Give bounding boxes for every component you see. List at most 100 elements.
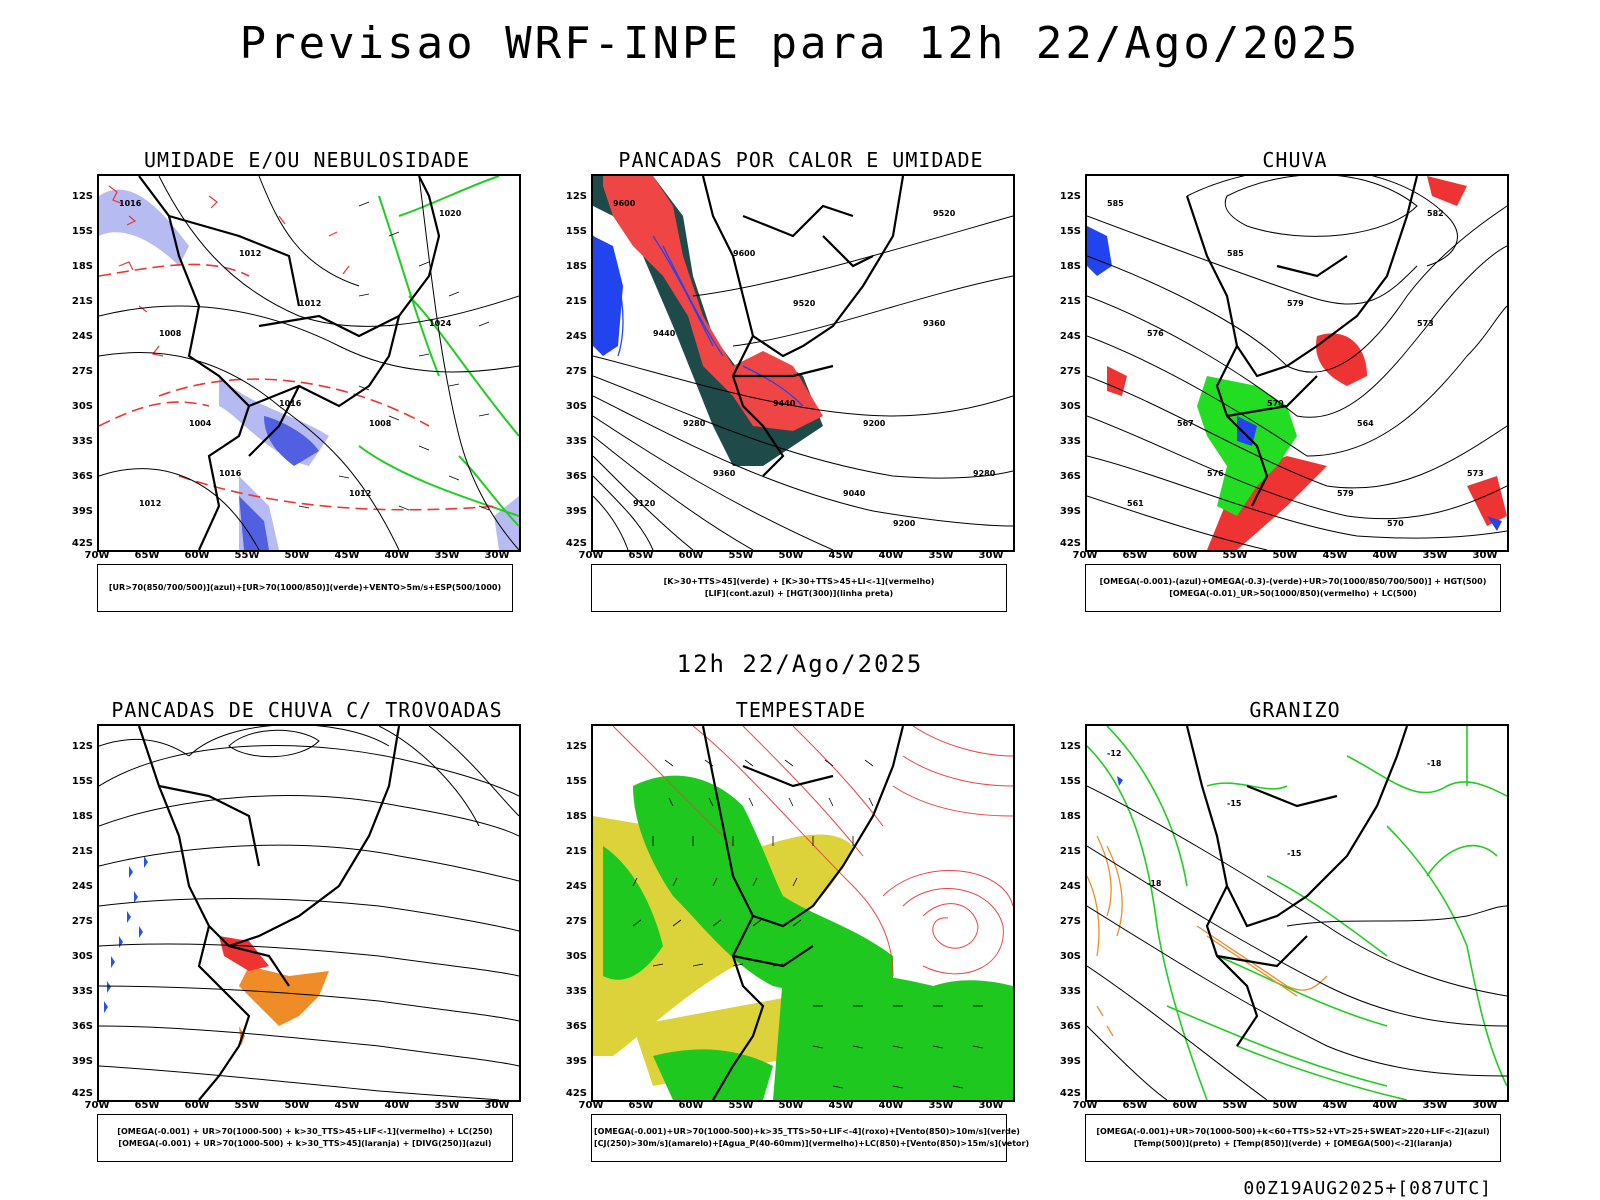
legend-line: [K>30+TTS>45](verde) + [K>30+TTS>45+LI<-… — [663, 577, 935, 586]
lon-label: 65W — [1122, 1100, 1148, 1111]
contour-label: 570 — [1267, 399, 1284, 408]
lat-label: 27S — [1059, 366, 1081, 377]
contour-label: 9600 — [733, 249, 756, 258]
lon-axis: 70W 65W 60W 55W 50W 45W 40W 35W 30W — [85, 550, 517, 564]
panel-granizo: GRANIZO — [1060, 698, 1585, 1198]
green-areas — [1197, 376, 1297, 516]
temp500-black-contours — [1087, 785, 1507, 1100]
lat-label: 33S — [1059, 436, 1081, 447]
panel-pancadas-trovoadas: PANCADAS DE CHUVA C/ TROVOADAS — [72, 698, 597, 1198]
wind-vector-arrows — [632, 759, 984, 1089]
map-tempestade[interactable] — [591, 724, 1015, 1102]
map-pancadas-trovoadas[interactable] — [97, 724, 521, 1102]
lon-axis: 70W 65W 60W 55W 50W 45W 40W 35W 30W — [85, 1100, 517, 1114]
panel-tempestade: TEMPESTADE — [566, 698, 1091, 1198]
contour-label: 573 — [1467, 469, 1484, 478]
lat-label: 12S — [1059, 191, 1081, 202]
lat-label: 39S — [565, 506, 587, 517]
contour-label: 9200 — [893, 519, 916, 528]
lat-label: 18S — [1059, 811, 1081, 822]
isobars — [99, 176, 519, 550]
country-borders — [701, 726, 905, 1100]
panel-title: TEMPESTADE — [735, 698, 867, 722]
contour-label: 567 — [1177, 419, 1194, 428]
lon-label: 50W — [1272, 1100, 1298, 1111]
contour-label: 1012 — [299, 299, 321, 308]
legend-line: [OMEGA(-0.001) + UR>70(1000-500) + k>30_… — [117, 1127, 493, 1136]
lat-label: 27S — [565, 366, 587, 377]
panel-title: PANCADAS POR CALOR E UMIDADE — [618, 148, 984, 172]
lat-label: 27S — [1059, 916, 1081, 927]
lon-label: 65W — [134, 1100, 160, 1111]
lat-label: 36S — [1059, 471, 1081, 482]
map-graphic — [99, 726, 519, 1100]
contour-label: 582 — [1427, 209, 1444, 218]
contour-label: -18 — [1147, 879, 1162, 888]
map-umidade[interactable]: 1016 1012 1020 1012 1008 1024 1016 1004 1008 1012… — [97, 174, 521, 552]
contour-label: 585 — [1227, 249, 1244, 258]
streamlines — [99, 726, 519, 1100]
lat-label: 21S — [565, 846, 587, 857]
lon-label: 60W — [678, 1100, 704, 1111]
lon-label: 40W — [1372, 1100, 1398, 1111]
lon-label: 35W — [928, 1100, 954, 1111]
legend-line: [OMEGA(-0.001)+UR>70(1000-500)+k>35_TTS>… — [594, 1127, 1020, 1136]
contour-label: 9200 — [863, 419, 886, 428]
lon-label: 50W — [778, 550, 804, 561]
map-granizo[interactable]: -12 -15 -18 -15 -18 — [1085, 724, 1509, 1102]
contour-label: 1004 — [189, 419, 212, 428]
lat-label: 27S — [71, 366, 93, 377]
contour-label: 1012 — [139, 499, 161, 508]
lon-label: 35W — [434, 550, 460, 561]
lat-label: 30S — [71, 401, 93, 412]
panel-title: GRANIZO — [1249, 698, 1341, 722]
lon-label: 40W — [1372, 550, 1398, 561]
lat-label: 30S — [565, 401, 587, 412]
lat-label: 15S — [71, 776, 93, 787]
lon-label: 30W — [978, 550, 1004, 561]
lat-label: 21S — [1059, 846, 1081, 857]
legend-box: [OMEGA(-0.001)+UR>70(1000-500)+k>35_TTS>… — [591, 1114, 1029, 1162]
contour-label: 1016 — [279, 399, 302, 408]
panel-chuva: CHUVA — [1060, 148, 1585, 648]
lat-label: 42S — [1059, 1088, 1081, 1099]
lat-label: 21S — [565, 296, 587, 307]
contour-label: 9040 — [843, 489, 866, 498]
red-areas — [1107, 176, 1507, 550]
lon-label: 60W — [184, 550, 210, 561]
map-graphic: 9600 9600 9520 9520 9440 9360 9440 9280 9200 9120… — [593, 176, 1013, 550]
lon-label: 65W — [628, 1100, 654, 1111]
green-contours — [358, 176, 519, 527]
contour-label: 579 — [1337, 489, 1354, 498]
lon-label: 40W — [878, 1100, 904, 1111]
map-pancadas-calor[interactable]: 9600 9600 9520 9520 9440 9360 9440 9280 9200 9120… — [591, 174, 1015, 552]
lat-label: 33S — [565, 436, 587, 447]
panel-pancadas-calor: PANCADAS POR CALOR E UMIDADE — [566, 148, 1091, 648]
lat-label: 12S — [71, 191, 93, 202]
lon-label: 35W — [1422, 550, 1448, 561]
lat-label: 24S — [71, 331, 93, 342]
lat-label: 12S — [565, 741, 587, 752]
lat-label: 39S — [565, 1056, 587, 1067]
lat-axis: 12S 15S 18S 21S 24S 27S 30S 33S 36S 39S … — [1055, 724, 1083, 1099]
blue-divergence — [104, 856, 148, 1013]
lc850-red-contours — [612, 726, 1013, 977]
legend-box: [OMEGA(-0.001)-(azul)+OMEGA(-0.3)-(verde… — [1085, 564, 1501, 612]
lon-label: 70W — [1072, 550, 1098, 561]
lat-label: 18S — [71, 811, 93, 822]
lon-label: 45W — [828, 1100, 854, 1111]
lon-label: 55W — [234, 550, 260, 561]
contour-label: 1020 — [439, 209, 462, 218]
contour-label: 576 — [1147, 329, 1164, 338]
lat-label: 30S — [1059, 401, 1081, 412]
lat-label: 36S — [565, 471, 587, 482]
lat-label: 12S — [1059, 741, 1081, 752]
lat-label: 15S — [1059, 776, 1081, 787]
lon-label: 55W — [728, 550, 754, 561]
map-chuva[interactable]: 585 585 582 579 576 573 570 567 564 561 579 576 573 5… — [1085, 174, 1509, 552]
contour-label: 585 — [1107, 199, 1124, 208]
panel-title: UMIDADE E/OU NEBULOSIDADE — [143, 148, 471, 172]
contour-label: 9520 — [933, 209, 956, 218]
map-graphic: 1016 1012 1020 1012 1008 1024 1016 1004 1008 1012… — [99, 176, 519, 550]
lat-axis: 12S 15S 18S 21S 24S 27S 30S 33S 36S 39S … — [67, 724, 95, 1099]
